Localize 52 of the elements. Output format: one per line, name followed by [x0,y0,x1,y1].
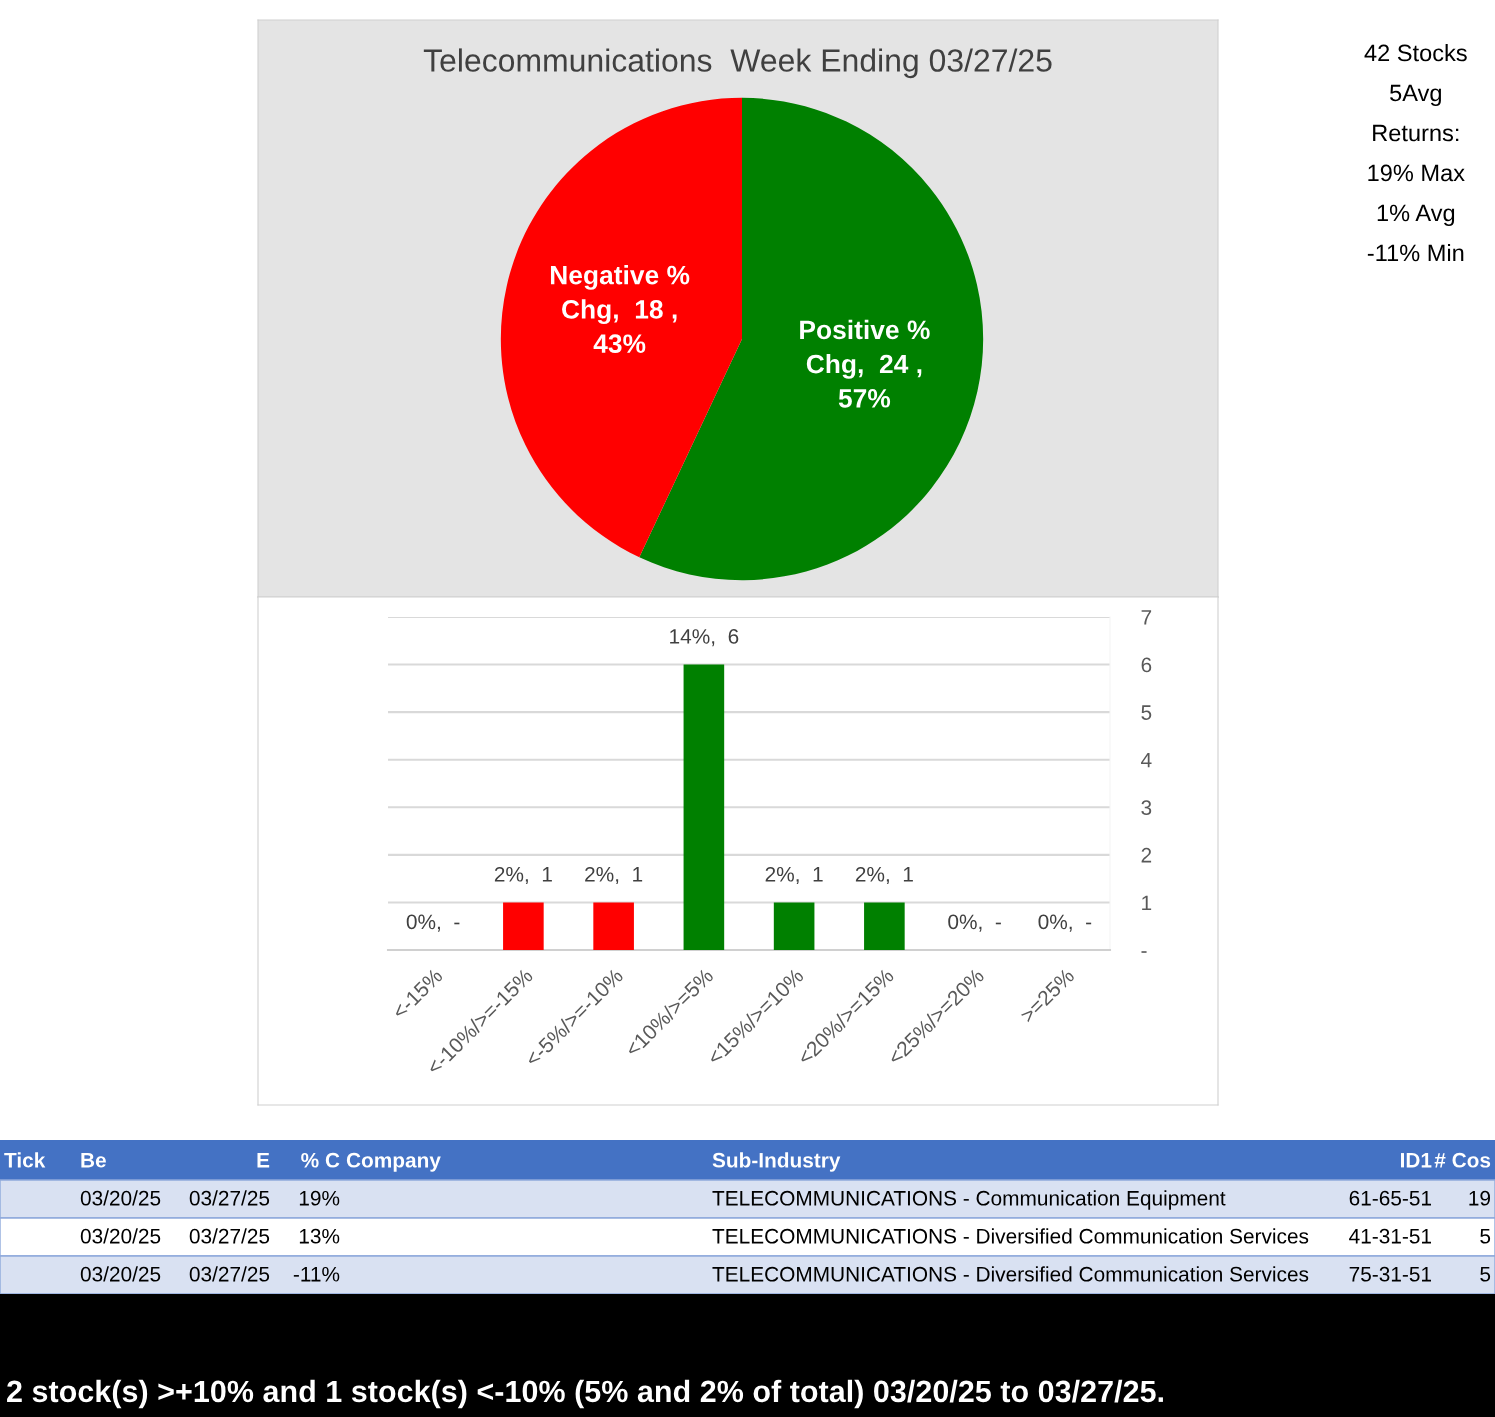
text: 75-31-51 [1349,1266,1431,1282]
text: -11% [293,1266,340,1282]
data-label: 2%, 1 [494,866,552,885]
text: Returns: [1373,124,1459,142]
text: TELECOMMUNICATIONS - Diversified Communication Services [712,1228,1309,1244]
text: 19% Max [1368,164,1465,182]
category-label: % C [301,1152,340,1168]
category-label: Tick [4,1152,46,1168]
y-tick-label: 7 [1141,610,1152,625]
category-label: ID1 [1400,1153,1432,1168]
y-tick-label: 2 [1141,847,1152,863]
data-label: 2%, 1 [855,866,913,885]
text: 03/27/25 [189,1266,270,1282]
text: 03/27/25 [189,1190,270,1206]
text: -11% Min [1367,244,1464,262]
text: 2 stock(s) >+10% and 1 stock(s) <-10% (5% and 2% of total) 03/20/25 to 03/27/25. [7,1379,1163,1409]
text: 03/20/25 [80,1190,161,1206]
text: 42 Stocks [1364,44,1467,62]
text: 19% [299,1190,340,1206]
data-label: 2%, 1 [765,866,823,885]
category-label: Sub-Industry [712,1152,841,1172]
text: 03/27/25 [189,1228,270,1244]
data-label: 0%, - [948,914,1001,932]
chart-title: Telecommunications Week Ending 03/27/25 [423,48,1052,79]
data-label: 14%, 6 [670,629,739,647]
text: 03/20/25 [80,1228,161,1244]
y-tick-label: 3 [1141,800,1152,816]
text: 5 [1480,1267,1491,1282]
text: 13% [299,1228,340,1244]
text: 41-31-51 [1349,1228,1431,1244]
category-label: E [257,1153,270,1168]
y-tick-label: 4 [1141,752,1152,768]
text: 61-65-51 [1349,1190,1431,1206]
slice-label: Negative % Chg, 18 , 43% [550,265,690,354]
text: TELECOMMUNICATIONS - Communication Equipment [712,1190,1226,1210]
text: 5 [1480,1229,1491,1244]
category-label: Be [81,1153,106,1168]
slice-label: Positive % Chg, 24 , 57% [800,319,930,408]
y-tick-label: 5 [1141,705,1152,720]
text: TELECOMMUNICATIONS - Diversified Communication Services [712,1266,1309,1282]
y-tick-label: - [1141,951,1147,953]
text: 1% Avg [1377,204,1455,227]
data-label: 0%, - [1038,914,1092,932]
data-label: 0%, - [406,914,460,932]
text: 19 [1469,1190,1491,1206]
category-label: Company [346,1152,441,1172]
text: 5Avg [1390,84,1441,107]
text: 03/20/25 [80,1266,161,1282]
y-tick-label: 6 [1141,657,1152,673]
data-label: 2%, 1 [585,866,643,885]
y-tick-label: 1 [1142,895,1152,910]
category-label: # Cos [1434,1152,1491,1168]
